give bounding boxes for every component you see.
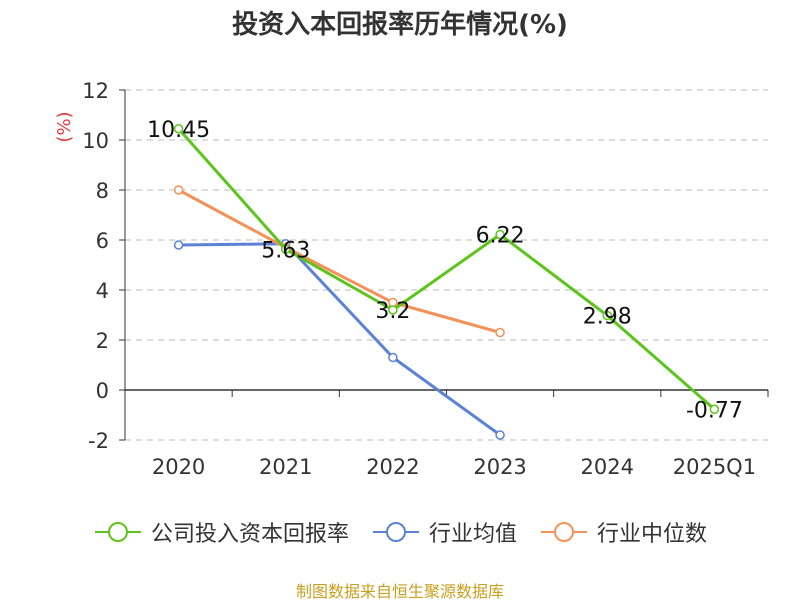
legend-swatch-industry-mean [372,522,419,542]
legend-item-company[interactable]: 公司投入资本回报率 [93,516,349,548]
legend-item-industry-mean[interactable]: 行业均值 [371,516,517,548]
y-tick-label: 2 [96,329,109,353]
legend-swatch-industry-median [541,522,587,542]
y-tick-label: 0 [96,379,109,403]
y-tick-label: 6 [96,229,109,253]
data-label: 5.63 [261,238,310,263]
x-tick-label: 2023 [473,455,526,479]
data-point [495,430,505,440]
y-tick-label: 8 [96,179,109,203]
series-line [177,188,501,334]
y-tick-label: -2 [88,429,109,453]
chart-title: 投资入本回报率历年情况(%) [232,10,568,40]
data-label: 6.22 [476,224,525,249]
x-tick-label: 2025Q1 [673,455,756,479]
data-source: 制图数据来自恒生聚源数据库 [295,582,504,601]
data-point [709,404,720,414]
legend-swatch-company [94,522,141,542]
data-label: 3.2 [375,299,410,324]
data-point [388,352,398,363]
data-point [281,244,291,254]
series-line [178,242,501,437]
data-label: 10.45 [147,118,210,143]
y-tick-label: 10 [82,129,109,153]
data-point [495,229,505,240]
data-point [173,185,184,195]
legend-label-industry-median: 行业中位数 [597,522,708,547]
data-label: -0.77 [686,398,743,423]
x-tick-label: 2022 [366,455,419,479]
series-line [177,127,716,411]
legend-item-industry-median[interactable]: 行业中位数 [539,516,707,548]
y-tick-label: 4 [96,279,109,303]
data-label: 2.98 [583,305,632,330]
y-tick-label: 12 [82,79,109,103]
legend-label-company: 公司投入资本回报率 [150,522,349,547]
data-point [173,240,184,250]
y-axis-label: (%) [54,111,75,142]
x-tick-label: 2020 [152,455,205,479]
x-tick-label: 2021 [259,455,312,479]
data-point [173,124,184,134]
x-tick-label: 2024 [581,455,634,479]
legend-label-industry-mean: 行业均值 [428,522,517,547]
legend: 公司投入资本回报率 行业均值 行业中位数 [0,516,800,548]
data-point [388,305,398,315]
data-point [602,310,612,321]
data-point [495,327,505,338]
